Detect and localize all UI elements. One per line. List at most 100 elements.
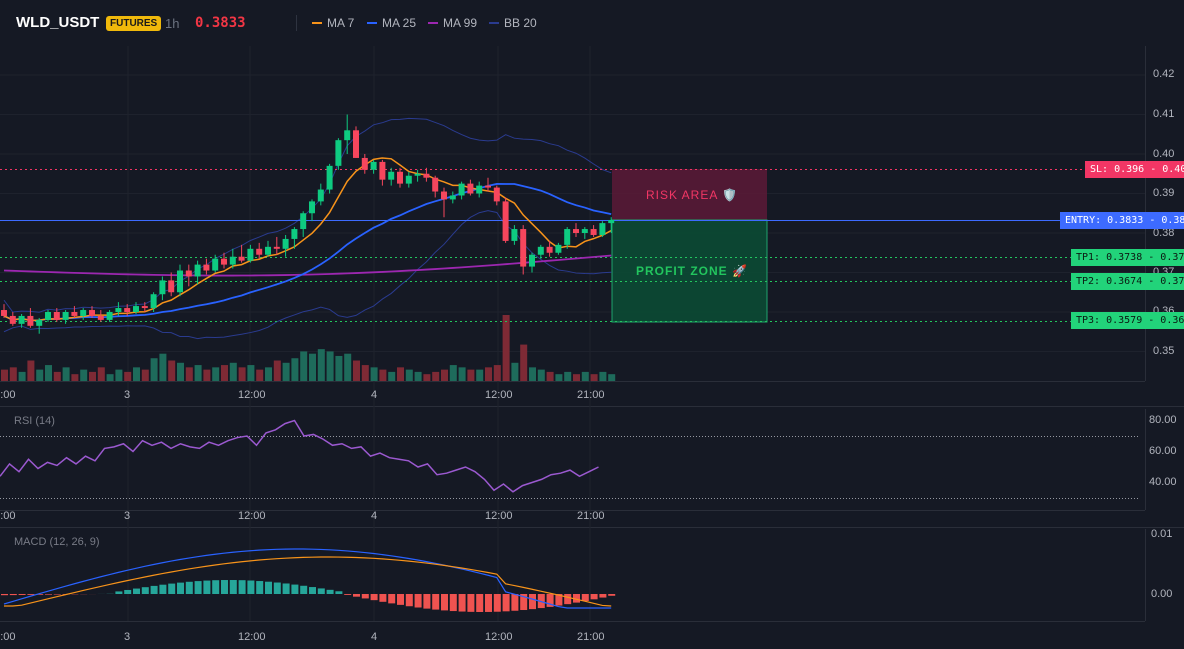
profit-zone-label: PROFIT ZONE 🚀 (636, 264, 748, 278)
macd-title[interactable]: MACD (12, 26, 9) (14, 536, 100, 548)
candle-body (335, 140, 342, 166)
candle-body (599, 223, 606, 235)
volume-bar (581, 371, 589, 381)
candle-body (423, 173, 430, 178)
volume-bar (317, 349, 325, 381)
volume-bars (1, 315, 616, 381)
ma25-label: MA 25 (382, 16, 417, 30)
macd-hist-bar (361, 594, 369, 599)
candle-body (1, 310, 7, 316)
candle-body (300, 213, 307, 230)
candle-body (291, 229, 298, 239)
time-tick: 12:00 (238, 510, 266, 522)
volume-bar (493, 365, 501, 381)
candle-body (282, 238, 289, 249)
macd-hist-bar (212, 580, 220, 594)
macd-hist-bar (335, 591, 343, 594)
candle-body (405, 175, 412, 184)
volume-bar (432, 371, 440, 381)
bb-lower-line (3, 210, 612, 340)
macd-hist-bar (273, 582, 281, 594)
candle-body (537, 246, 544, 255)
volume-bar (80, 369, 88, 381)
legend-ma7[interactable]: MA 7 (312, 16, 354, 30)
candle-body (80, 310, 87, 316)
volume-bar (115, 369, 123, 381)
symbol-name[interactable]: WLD_USDT (16, 14, 100, 31)
entry-axis-value: - 0.38 (1149, 215, 1184, 226)
time-tick: 12:00 (0, 510, 16, 522)
macd-hist-bar (405, 594, 413, 607)
candle-body (520, 229, 527, 267)
candle-body (485, 185, 491, 188)
ma99-label: MA 99 (443, 16, 478, 30)
volume-bar (273, 360, 281, 381)
candle-body (159, 280, 166, 295)
volume-bar (97, 367, 105, 381)
tp1-tag[interactable]: TP1: 0.3738 - 0.37 (1071, 249, 1184, 266)
macd-hist-bar (194, 581, 202, 594)
candle-body (317, 189, 324, 202)
candlesticks[interactable] (1, 114, 615, 334)
timeframe-label[interactable]: 1h (165, 16, 180, 31)
candle-body (476, 185, 483, 194)
time-tick: 12:00 (485, 389, 513, 401)
volume-bar (229, 362, 237, 381)
candle-body (256, 248, 263, 255)
candle-body (265, 246, 271, 255)
candle-body (573, 229, 579, 233)
price-tick: 0.38 (1153, 227, 1175, 239)
candle-body (467, 183, 474, 194)
volume-bar (326, 351, 334, 381)
tp3-tag[interactable]: TP3: 0.3579 - 0.36 (1071, 312, 1184, 329)
macd-hist-bar (9, 594, 17, 596)
risk-area-label: RISK AREA 🛡️ (646, 188, 738, 202)
volume-bar (212, 367, 220, 381)
candle-body (53, 312, 60, 320)
bollinger-bands (3, 117, 612, 340)
volume-bar (45, 365, 52, 381)
macd-hist-bar (388, 594, 396, 604)
macd-hist-bar (150, 585, 158, 594)
macd-line (3, 548, 612, 609)
legend-bb20[interactable]: BB 20 (489, 16, 537, 30)
time-tick: 3 (124, 631, 131, 643)
volume-bar (458, 367, 466, 381)
time-tick: 12:00 (485, 631, 513, 643)
ma25-line (3, 183, 612, 322)
volume-bar (62, 367, 70, 381)
volume-bar (168, 360, 176, 381)
sl-tag[interactable]: SL: 0.396 - 0.40 (1085, 161, 1184, 178)
candle-body (194, 264, 201, 277)
macd-hist-bar (599, 594, 607, 598)
tp2-tag[interactable]: TP2: 0.3674 - 0.37 (1071, 273, 1184, 290)
volume-bar (441, 369, 448, 381)
macd-hist-bar (326, 589, 334, 594)
volume-bar (502, 315, 510, 381)
candle-body (555, 244, 562, 253)
macd-hist-bar (529, 594, 536, 610)
time-tick: 4 (371, 389, 378, 401)
macd-hist-bar (397, 594, 404, 605)
candle-body (115, 308, 122, 312)
macd-hist-bar (291, 584, 299, 594)
candle-body (608, 219, 615, 224)
candle-body (414, 173, 421, 176)
rsi-title[interactable]: RSI (14) (14, 415, 55, 427)
time-tick: 4 (371, 631, 378, 643)
candle-body (124, 308, 131, 312)
tp1-axis-value: - 0.37 (1148, 252, 1184, 263)
macd-hist-bar (27, 594, 35, 595)
time-tick: 12:00 (238, 631, 266, 643)
volume-bar (370, 367, 378, 381)
legend-ma25[interactable]: MA 25 (367, 16, 416, 30)
volume-bar (221, 365, 228, 381)
time-tick: 3 (124, 389, 131, 401)
macd-hist-bar (353, 594, 360, 597)
volume-bar (71, 374, 79, 381)
entry-tag[interactable]: ENTRY: 0.3833 - 0.38 (1060, 212, 1184, 229)
legend-ma99[interactable]: MA 99 (428, 16, 477, 30)
price-tick: 0.42 (1153, 68, 1175, 80)
tp2-value: TP2: 0.3674 (1076, 276, 1143, 287)
